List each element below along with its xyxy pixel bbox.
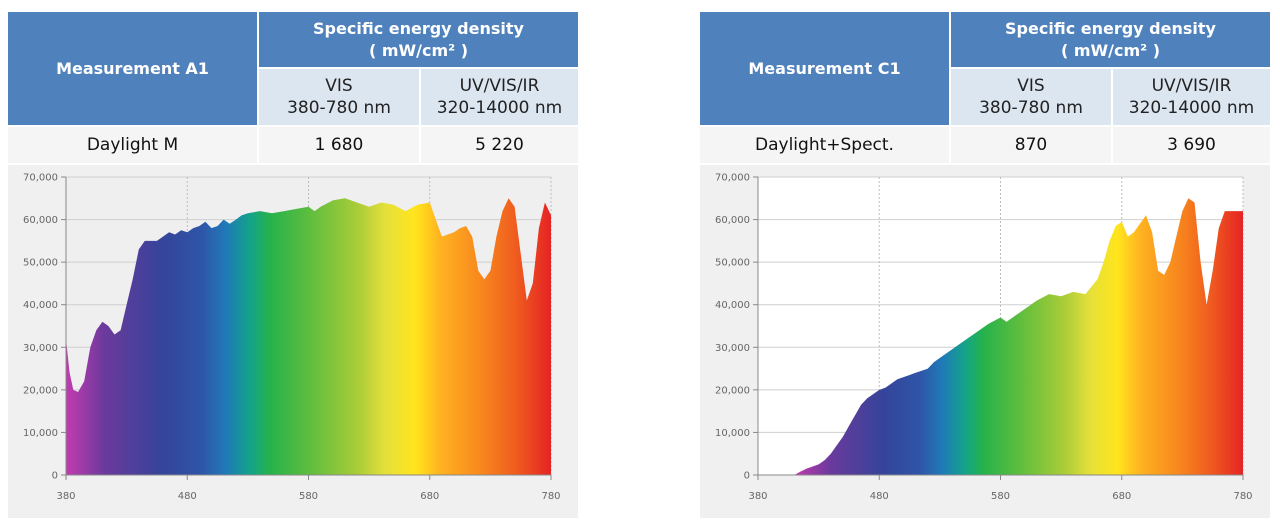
row-full-value: 5 220 [419, 125, 578, 163]
col-full-range: 320-14000 nm [436, 98, 563, 118]
col-vis-header: VIS 380-780 nm [257, 67, 420, 126]
row-full-value: 3 690 [1111, 125, 1270, 163]
y-tick-label: 70,000 [715, 173, 750, 184]
y-tick-label: 60,000 [23, 215, 58, 226]
x-tick-label: 480 [870, 491, 889, 502]
col-vis-header: VIS 380-780 nm [949, 67, 1112, 126]
y-tick-label: 10,000 [715, 428, 750, 439]
header-unit: ( mW/cm² ) [1060, 40, 1161, 60]
x-tick-label: 680 [420, 491, 439, 502]
row-vis-value: 870 [949, 125, 1112, 163]
y-tick-label: 40,000 [23, 300, 58, 311]
col-full-name: UV/VIS/IR [459, 76, 540, 96]
col-full-header: UV/VIS/IR 320-14000 nm [419, 67, 578, 126]
y-tick-label: 0 [52, 471, 58, 482]
y-tick-label: 50,000 [23, 258, 58, 269]
col-vis-name: VIS [1017, 76, 1045, 96]
col-vis-range: 380-780 nm [287, 98, 391, 118]
x-tick-label: 780 [1233, 491, 1252, 502]
y-tick-label: 0 [744, 471, 750, 482]
header-unit: ( mW/cm² ) [368, 40, 469, 60]
row-label: Daylight M [8, 125, 258, 163]
x-tick-label: 380 [56, 491, 75, 502]
y-tick-label: 60,000 [715, 215, 750, 226]
y-tick-label: 10,000 [23, 428, 58, 439]
energy-density-header: Specific energy density ( mW/cm² ) [257, 12, 578, 68]
spectrum-chart-c1-svg: 0 10,000 20,000 30,000 40,000 50,000 60,000 70,… [715, 173, 1253, 503]
y-tick-label: 40,000 [715, 300, 750, 311]
col-vis-name: VIS [325, 76, 353, 96]
x-tick-label: 580 [991, 491, 1010, 502]
spectrum-chart-a1-svg: 0 10,000 20,000 30,000 40,000 50,000 60,000 70,… [23, 173, 561, 503]
header-title: Specific energy density [1005, 18, 1216, 38]
y-tick-label: 30,000 [23, 343, 58, 354]
energy-density-header: Specific energy density ( mW/cm² ) [949, 12, 1270, 68]
col-vis-range: 380-780 nm [979, 98, 1083, 118]
measurement-label: Measurement C1 [700, 12, 950, 126]
y-tick-label: 20,000 [23, 385, 58, 396]
energy-table-a1: Measurement A1 Specific energy density (… [8, 12, 578, 163]
spectrum-chart-c1: 0 10,000 20,000 30,000 40,000 50,000 60,000 70,… [700, 165, 1270, 518]
x-tick-label: 480 [178, 491, 197, 502]
row-vis-value: 1 680 [257, 125, 420, 163]
x-tick-label: 780 [541, 491, 560, 502]
row-label: Daylight+Spect. [700, 125, 950, 163]
energy-table-c1: Measurement C1 Specific energy density (… [700, 12, 1270, 163]
col-full-header: UV/VIS/IR 320-14000 nm [1111, 67, 1270, 126]
measurement-label: Measurement A1 [8, 12, 258, 126]
y-tick-label: 20,000 [715, 385, 750, 396]
spectrum-area [794, 198, 1243, 476]
x-tick-label: 580 [299, 491, 318, 502]
col-full-name: UV/VIS/IR [1151, 76, 1232, 96]
spectrum-area [66, 198, 551, 476]
x-tick-label: 380 [748, 491, 767, 502]
col-full-range: 320-14000 nm [1128, 98, 1255, 118]
y-tick-label: 70,000 [23, 173, 58, 184]
header-title: Specific energy density [313, 18, 524, 38]
y-tick-label: 30,000 [715, 343, 750, 354]
x-tick-label: 680 [1112, 491, 1131, 502]
spectrum-chart-a1: 0 10,000 20,000 30,000 40,000 50,000 60,000 70,… [8, 165, 578, 518]
y-tick-label: 50,000 [715, 258, 750, 269]
